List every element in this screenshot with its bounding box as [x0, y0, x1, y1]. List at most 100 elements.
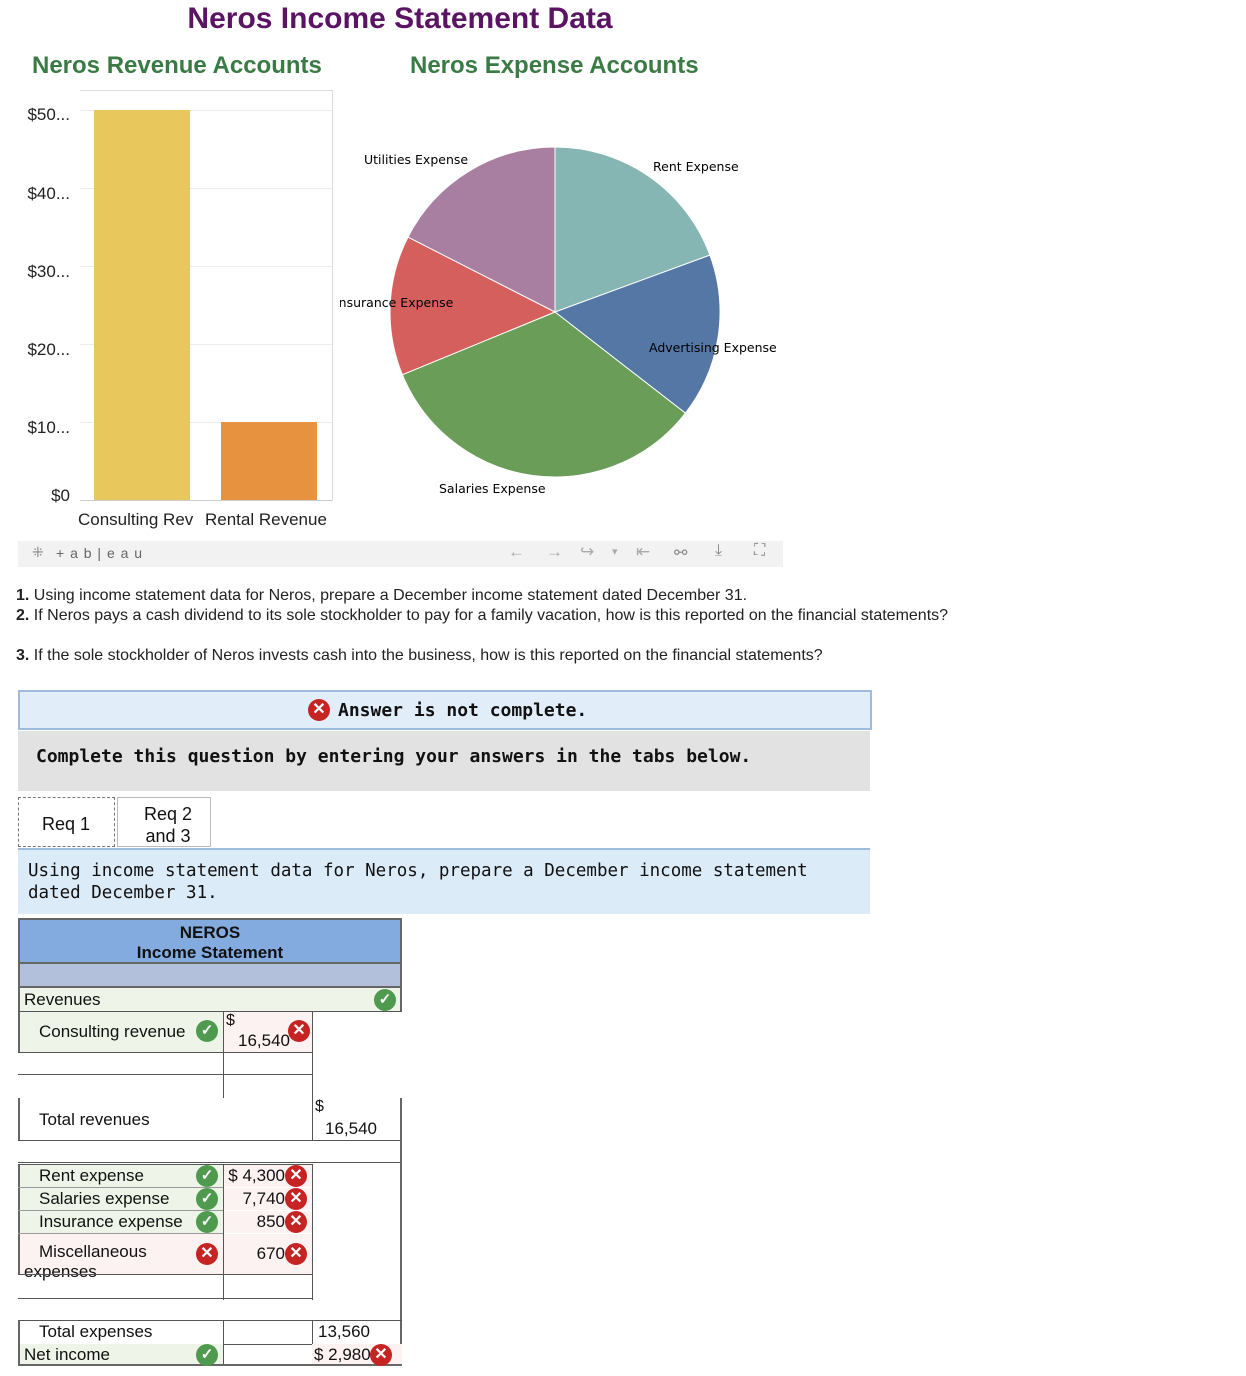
revert-icon[interactable]: ↪: [580, 542, 595, 561]
x-tick-consulting: Consulting Rev: [78, 510, 194, 529]
statement-date-row: [18, 964, 402, 988]
tab-req-2-3-label: Req 2 and 3: [143, 804, 193, 846]
net-income-value: $ 2,980: [314, 1345, 371, 1364]
pie-label-advertising: Advertising Expense: [649, 340, 777, 355]
instructions-box: Complete this question by entering your …: [18, 731, 870, 791]
y-axis-baseline: [80, 500, 332, 501]
question-1: 1. Using income statement data for Neros…: [16, 587, 748, 604]
correct-icon: ✓: [196, 1344, 218, 1366]
chart-plot-border: [80, 90, 333, 501]
pie-slice-insurance[interactable]: [389, 236, 557, 376]
revert-dropdown-icon[interactable]: ▾: [612, 546, 618, 558]
y-tick-label: $50...: [27, 105, 70, 124]
x-tick-rental: Rental Revenue: [205, 510, 327, 529]
net-income-label: Net income: [24, 1345, 110, 1364]
y-tick-label: $0: [51, 486, 70, 505]
undo-icon[interactable]: ←: [508, 542, 525, 561]
pie-label-insurance: Insurance Expense: [340, 295, 454, 310]
answer-status-text: Answer is not complete.: [338, 700, 588, 721]
total-revenues-label-cell: Total revenues: [18, 1098, 312, 1140]
tab-info-text: Using income statement data for Neros, p…: [28, 861, 808, 903]
incorrect-icon: ✕: [285, 1188, 307, 1210]
revenue-input-blank[interactable]: [223, 1052, 312, 1074]
incorrect-icon: ✕: [196, 1243, 218, 1265]
bar-rental-revenue[interactable]: [221, 422, 317, 500]
pie-slice-utilities[interactable]: [407, 146, 556, 313]
incorrect-icon: ✕: [285, 1243, 307, 1265]
tableau-brand: + a b | e a u: [56, 545, 144, 561]
rent-expense-label-cell[interactable]: Rent expense ✓: [18, 1165, 223, 1187]
expense-pie-chart[interactable]: Utilities Expense Rent Expense Insurance…: [340, 130, 800, 510]
fullscreen-icon[interactable]: ⛶: [754, 542, 766, 559]
y-tick-label: $40...: [27, 184, 70, 203]
rent-expense-label: Rent expense: [39, 1166, 144, 1185]
net-income-blank: [223, 1344, 312, 1366]
misc-expense-label-cell[interactable]: Miscellaneous expenses ✕: [18, 1234, 223, 1281]
dollar-sign: $: [315, 1098, 324, 1115]
total-revenues-input[interactable]: $ 16,540: [312, 1098, 402, 1140]
revenue-chart-title: Neros Revenue Accounts: [32, 52, 322, 79]
misc-expense-value: 670: [256, 1244, 285, 1263]
correct-icon: ✓: [196, 1020, 218, 1042]
total-expenses-input[interactable]: 13,560: [312, 1320, 400, 1344]
pie-slice-advertising[interactable]: [553, 254, 721, 414]
incorrect-icon: ✕: [285, 1211, 307, 1233]
salaries-expense-label: Salaries expense: [39, 1189, 170, 1208]
tab-req-1-label: Req 1: [42, 814, 91, 834]
total-expenses-value: 13,560: [318, 1322, 370, 1341]
bar-consulting-revenue[interactable]: [94, 110, 190, 500]
pie-label-salaries: Salaries Expense: [439, 481, 546, 496]
insurance-expense-input[interactable]: 850 ✕: [223, 1211, 312, 1233]
statement-title: Income Statement: [136, 943, 284, 962]
rent-expense-input[interactable]: $ 4,300 ✕: [223, 1165, 312, 1187]
pie-label-utilities: Utilities Expense: [364, 152, 468, 167]
question-2: 2. If Neros pays a cash dividend to its …: [16, 607, 949, 624]
tableau-logo-icon: ⁜: [32, 544, 44, 560]
instructions-text: Complete this question by entering your …: [36, 746, 752, 767]
statement-header: NEROS Income Statement: [18, 918, 402, 964]
pie-slice-rent[interactable]: [554, 146, 711, 313]
answer-status-box: ✕ Answer is not complete.: [18, 690, 872, 730]
net-income-label-cell[interactable]: Net income ✓: [18, 1344, 223, 1366]
revenue-bar-chart[interactable]: $50... $40... $30... $20... $10... $0: [0, 88, 340, 538]
tableau-toolbar: ⁜ + a b | e a u ← → ↪ ▾ ⇤ ⚯ ⤓ ⛶: [18, 541, 783, 567]
share-icon[interactable]: ⚯: [674, 545, 688, 562]
total-revenues-label: Total revenues: [39, 1110, 150, 1129]
incorrect-icon: ✕: [285, 1165, 307, 1187]
total-expenses-label-cell: Total expenses: [18, 1320, 223, 1344]
page-title: Neros Income Statement Data: [187, 2, 613, 35]
salaries-expense-label-cell[interactable]: Salaries expense ✓: [18, 1188, 223, 1210]
salaries-expense-input[interactable]: 7,740 ✕: [223, 1188, 312, 1210]
consulting-revenue-input[interactable]: $ 16,540 ✕: [223, 1012, 312, 1052]
expense-chart-title: Neros Expense Accounts: [410, 52, 699, 79]
redo-icon[interactable]: →: [546, 542, 563, 561]
pie-label-rent: Rent Expense: [653, 159, 739, 174]
income-statement-table: NEROS Income Statement Revenues ✓ Consul…: [18, 918, 402, 1368]
incorrect-icon: ✕: [370, 1344, 392, 1366]
consulting-revenue-label-cell[interactable]: Consulting revenue ✓: [18, 1012, 223, 1052]
download-icon[interactable]: ⤓: [715, 542, 723, 559]
revenues-row[interactable]: Revenues ✓: [18, 988, 402, 1012]
rent-expense-value: $ 4,300: [228, 1166, 285, 1185]
revenues-label: Revenues: [24, 990, 101, 1009]
tab-req-1[interactable]: Req 1: [18, 797, 115, 847]
insurance-expense-label: Insurance expense: [39, 1212, 183, 1231]
salaries-expense-value: 7,740: [242, 1189, 285, 1208]
incorrect-icon: ✕: [308, 699, 330, 721]
dollar-sign: $: [226, 1012, 235, 1029]
y-tick-label: $20...: [27, 340, 70, 359]
consulting-revenue-label: Consulting revenue: [39, 1022, 186, 1041]
y-tick-label: $30...: [27, 262, 70, 281]
reset-icon[interactable]: ⇤: [636, 542, 651, 561]
total-revenues-value: 16,540: [325, 1119, 377, 1138]
correct-icon: ✓: [196, 1165, 218, 1187]
insurance-expense-value: 850: [256, 1212, 285, 1231]
net-income-input[interactable]: $ 2,980 ✕: [312, 1344, 402, 1366]
expense-input-blank[interactable]: [223, 1298, 312, 1320]
correct-icon: ✓: [374, 989, 396, 1011]
pie-slice-salaries[interactable]: [401, 311, 687, 478]
insurance-expense-label-cell[interactable]: Insurance expense ✓: [18, 1211, 223, 1233]
misc-expense-input[interactable]: 670 ✕: [223, 1234, 312, 1274]
y-tick-label: $10...: [27, 418, 70, 437]
tab-req-2-3[interactable]: Req 2 and 3: [117, 797, 211, 847]
